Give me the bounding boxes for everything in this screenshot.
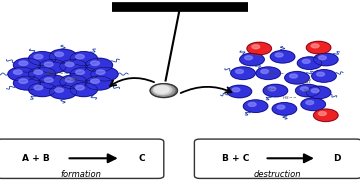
Circle shape [13, 70, 22, 74]
Circle shape [236, 70, 243, 73]
Circle shape [13, 58, 41, 72]
FancyBboxPatch shape [194, 139, 360, 178]
Circle shape [311, 89, 319, 93]
Circle shape [296, 84, 320, 97]
Circle shape [155, 86, 169, 93]
Circle shape [297, 57, 322, 69]
Circle shape [91, 61, 99, 66]
Circle shape [55, 52, 64, 57]
Circle shape [272, 103, 297, 115]
Circle shape [319, 112, 326, 115]
Circle shape [150, 84, 177, 98]
Circle shape [302, 59, 310, 63]
Circle shape [70, 83, 97, 97]
Circle shape [232, 88, 240, 92]
Circle shape [70, 67, 98, 81]
Circle shape [65, 78, 74, 82]
Circle shape [29, 52, 56, 66]
Circle shape [301, 87, 308, 91]
Circle shape [49, 85, 77, 99]
Text: HS$\sim\!\!\sim$: HS$\sim\!\!\sim$ [282, 94, 297, 101]
Text: $\sim\!\!\sim$SH: $\sim\!\!\sim$SH [293, 77, 312, 85]
Circle shape [44, 78, 53, 82]
Text: formation: formation [60, 170, 102, 179]
Text: HS$\sim\!\!\sim\!\!\sim$: HS$\sim\!\!\sim\!\!\sim$ [45, 69, 70, 77]
Circle shape [311, 44, 319, 48]
Circle shape [55, 88, 64, 92]
Circle shape [96, 70, 105, 74]
Circle shape [153, 85, 172, 95]
Circle shape [49, 49, 77, 63]
Circle shape [275, 53, 283, 57]
Circle shape [285, 72, 309, 84]
Circle shape [19, 61, 28, 66]
Circle shape [91, 79, 99, 83]
Text: C: C [139, 154, 145, 163]
Circle shape [85, 58, 113, 72]
Circle shape [263, 84, 288, 97]
Text: $\sim\!\!\sim\!\!\sim$SH: $\sim\!\!\sim\!\!\sim$SH [54, 75, 80, 83]
Circle shape [39, 75, 66, 89]
Circle shape [312, 70, 336, 82]
Text: $\sim\!\!\sim$SH: $\sim\!\!\sim$SH [294, 87, 311, 94]
Circle shape [301, 98, 325, 111]
Text: HS$\sim\!\!\sim$: HS$\sim\!\!\sim$ [264, 86, 280, 93]
Circle shape [28, 83, 56, 97]
Circle shape [252, 45, 260, 49]
Circle shape [277, 105, 285, 109]
Circle shape [39, 59, 66, 73]
Circle shape [247, 42, 271, 55]
Circle shape [306, 86, 331, 99]
Text: B + C: B + C [222, 154, 249, 163]
Circle shape [314, 53, 338, 66]
Circle shape [65, 62, 74, 67]
Text: destruction: destruction [253, 170, 301, 179]
Circle shape [306, 101, 314, 104]
Circle shape [243, 100, 268, 112]
Circle shape [268, 87, 276, 91]
Text: D: D [333, 154, 340, 163]
Circle shape [76, 70, 85, 74]
Circle shape [261, 70, 269, 73]
Circle shape [231, 67, 255, 79]
Circle shape [34, 55, 43, 59]
Circle shape [248, 102, 256, 106]
Circle shape [60, 59, 87, 73]
Circle shape [152, 84, 175, 96]
Circle shape [240, 53, 264, 66]
FancyBboxPatch shape [0, 139, 164, 178]
Circle shape [19, 79, 28, 83]
Circle shape [91, 67, 118, 81]
Circle shape [245, 56, 252, 60]
Circle shape [290, 74, 297, 78]
Circle shape [85, 76, 113, 90]
Circle shape [28, 67, 56, 81]
Circle shape [317, 72, 324, 76]
Circle shape [256, 67, 280, 79]
Circle shape [227, 85, 252, 98]
Circle shape [319, 56, 326, 60]
Circle shape [8, 67, 35, 81]
Text: HS$\sim\!\!\sim$: HS$\sim\!\!\sim$ [266, 69, 284, 77]
Circle shape [34, 85, 43, 90]
Circle shape [314, 109, 338, 122]
Circle shape [13, 76, 41, 90]
Circle shape [70, 52, 97, 66]
Circle shape [306, 41, 331, 54]
Circle shape [44, 62, 53, 67]
Text: A + B: A + B [22, 154, 50, 163]
Circle shape [76, 85, 84, 90]
Circle shape [270, 51, 295, 63]
Circle shape [34, 70, 43, 74]
Circle shape [60, 75, 87, 89]
Circle shape [76, 55, 84, 59]
